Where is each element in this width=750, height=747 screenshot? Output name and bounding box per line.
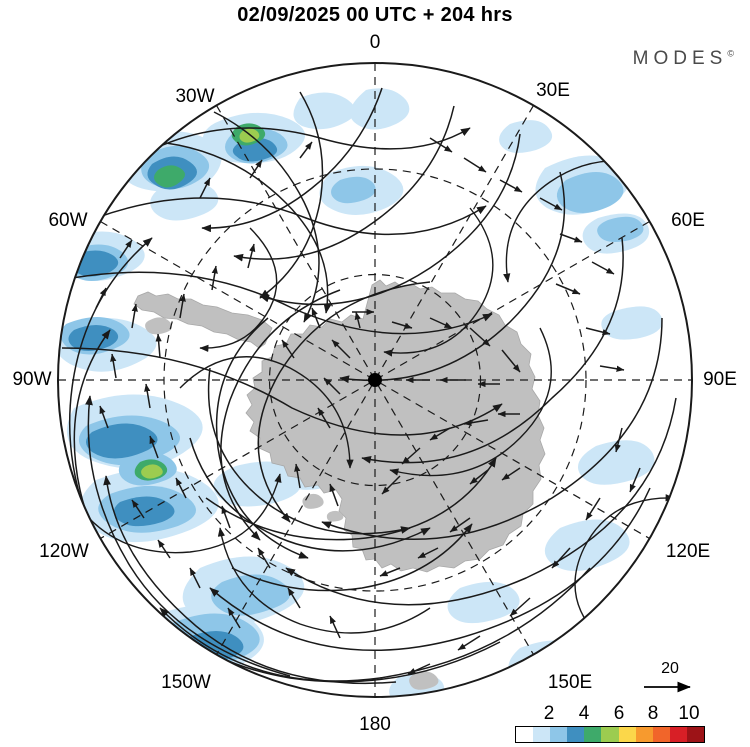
wind-vectors (95, 137, 641, 675)
lon-label-150e: 150E (547, 672, 593, 693)
colorbar-tick-10: 10 (678, 703, 700, 724)
wind-streamlines-secondary (79, 159, 675, 639)
colorbar-tick-8: 8 (647, 703, 659, 724)
brand-mark: © (727, 48, 734, 59)
globe-outline (57, 62, 693, 698)
colorbar-tick-6: 6 (613, 703, 625, 724)
colorbar (515, 726, 705, 743)
lon-label-30w: 30W (175, 86, 215, 107)
lon-label-150w: 150W (161, 672, 211, 693)
lon-label-0: 0 (369, 32, 381, 53)
lon-label-60w: 60W (48, 210, 88, 231)
reference-vector-legend: 20 (640, 660, 700, 694)
brand-text: MODES (632, 48, 728, 69)
colorbar-tick-2: 2 (543, 703, 555, 724)
lon-label-180: 180 (359, 714, 391, 735)
colorbar-swatch-3 (567, 727, 585, 742)
colorbar-swatch-1 (533, 727, 551, 742)
colorbar-swatch-8 (652, 727, 670, 742)
lon-label-60e: 60E (671, 210, 705, 231)
map-svg (57, 62, 693, 698)
lon-label-90e: 90E (703, 369, 737, 390)
lon-label-120w: 120W (39, 541, 89, 562)
lon-label-90w: 90W (12, 369, 52, 390)
colorbar-swatch-2 (550, 727, 568, 742)
colorbar-swatch-5 (601, 727, 619, 742)
colorbar-swatch-6 (618, 727, 636, 742)
colorbar-swatch-4 (584, 727, 602, 742)
map-content (58, 63, 692, 697)
colorbar-swatch-9 (669, 727, 687, 742)
reference-vector-label: 20 (661, 660, 679, 677)
colorbar-swatch-10 (686, 727, 705, 742)
colorbar-swatch-7 (635, 727, 653, 742)
modes-logo: MODES© (633, 48, 734, 70)
south-pole-dot (368, 373, 382, 387)
wind-streamlines (61, 87, 677, 685)
arrow-right-icon (644, 681, 691, 693)
colorbar-tick-4: 4 (578, 703, 590, 724)
graticule (58, 63, 692, 697)
page-title: 02/09/2025 00 UTC + 204 hrs (237, 4, 513, 26)
colorbar-swatch-0 (516, 727, 534, 742)
lon-label-120e: 120E (665, 541, 711, 562)
lon-label-30e: 30E (536, 80, 570, 101)
polar-stereographic-map: 0 30E 60E 90E 120E 150E 180 150W 120W 90… (0, 28, 750, 735)
